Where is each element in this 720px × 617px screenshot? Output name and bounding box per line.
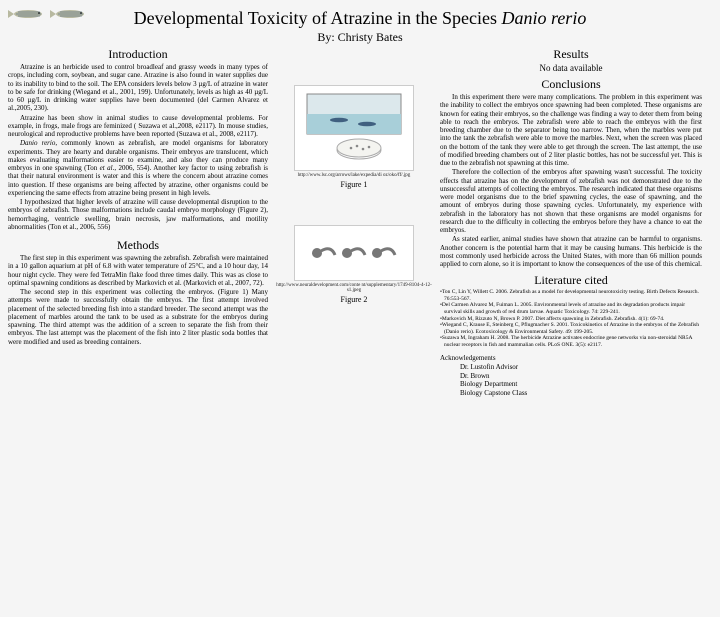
ack-line: Biology Department (460, 380, 702, 389)
acknowledgements: Acknowledgements Dr. Lustofin Advisor Dr… (440, 354, 702, 398)
figure-1-label: Figure 1 (274, 180, 434, 189)
zebrafish-icon (6, 6, 48, 22)
no-data-text: No data available (440, 63, 702, 73)
results-heading: Results (440, 47, 702, 62)
intro-p1: Atrazine is an herbicide used to control… (8, 63, 268, 113)
conclusions-p2: Therefore the collection of the embryos … (440, 168, 702, 234)
poster-title: Developmental Toxicity of Atrazine in th… (0, 0, 720, 29)
intro-p4: I hypothesized that higher levels of atr… (8, 198, 268, 231)
content-columns: Introduction Atrazine is an herbicide us… (0, 45, 720, 402)
center-column: http://www.lsc.org/arrows/lake/expedia/d… (274, 47, 434, 398)
intro-p3: Danio rerio, commonly known as zebrafish… (8, 139, 268, 197)
ack-line: Biology Capstone Class (460, 389, 702, 398)
citation: •Markovich M, Rizzuto N, Brown P. 2007. … (440, 316, 702, 322)
ack-heading: Acknowledgements (440, 354, 702, 363)
byline: By: Christy Bates (0, 30, 720, 45)
literature-heading: Literature cited (440, 273, 702, 288)
methods-heading: Methods (8, 238, 268, 253)
embryo-morphology-icon (299, 230, 409, 276)
ack-line: Dr. Lustofin Advisor (460, 363, 702, 372)
methods-p1: The first step in this experiment was sp… (8, 254, 268, 287)
title-main: Developmental Toxicity of Atrazine in th… (134, 8, 502, 28)
right-column: Results No data available Conclusions In… (440, 47, 702, 398)
figure-1-image (294, 85, 414, 171)
figure-2-image (294, 225, 414, 281)
conclusions-heading: Conclusions (440, 77, 702, 92)
introduction-heading: Introduction (8, 47, 268, 62)
literature-list: •Ton C, Lin Y, Willett C. 2006. Zebrafis… (440, 289, 702, 348)
zebrafish-icon (48, 6, 90, 22)
figure-1-url: http://www.lsc.org/arrows/lake/expedia/d… (274, 173, 434, 179)
conclusions-p3: As stated earlier, animal studies have s… (440, 235, 702, 268)
citation: •Suzawa M, Ingraham H. 2008. The herbici… (440, 335, 702, 348)
species-name: Danio rerio (20, 139, 55, 147)
intro-p2: Atrazine has been show in animal studies… (8, 114, 268, 139)
intro-p3-text: , commonly known as zebrafish, are model… (8, 139, 268, 197)
citation: •Del Carmen Alvarez M, Fuiman L. 2005. E… (440, 302, 702, 315)
figure-2-label: Figure 2 (274, 295, 434, 304)
header-fish-icons (6, 6, 90, 22)
title-species: Danio rerio (501, 8, 586, 28)
citation: •Wiegand C, Krause E, Steinberg C, Pflug… (440, 322, 702, 335)
left-column: Introduction Atrazine is an herbicide us… (8, 47, 268, 398)
figure-2-url: http://www.neuraldevelopment.com/conte n… (274, 283, 434, 294)
methods-p2: The second step in this experiment was c… (8, 288, 268, 346)
citation: •Ton C, Lin Y, Willett C. 2006. Zebrafis… (440, 289, 702, 302)
conclusions-p1: In this experiment there were many compl… (440, 93, 702, 167)
ack-line: Dr. Brown (460, 372, 702, 381)
aquarium-icon (299, 90, 409, 166)
